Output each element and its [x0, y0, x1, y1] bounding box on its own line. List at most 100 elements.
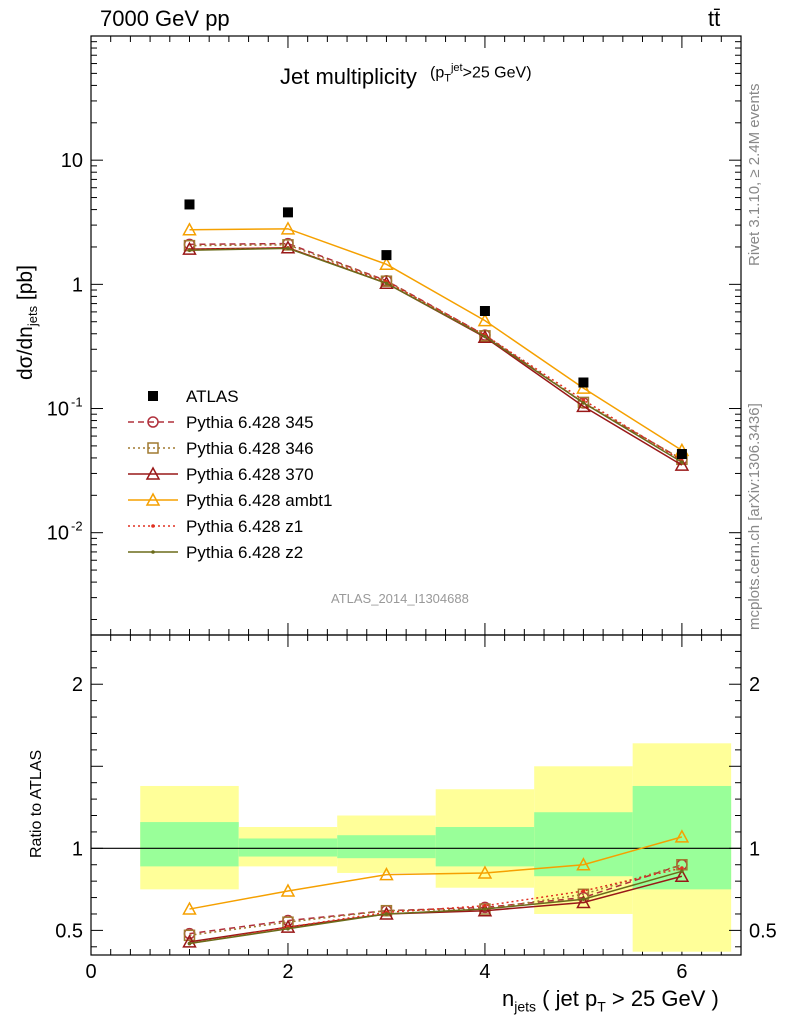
series-line-pythia-6-428-z2 [189, 247, 683, 463]
series-point-pythia-6-428-z2 [384, 281, 389, 286]
rivet-label: Rivet 3.1.10, ≥ 2.4M events [746, 83, 763, 267]
x-axis-label: njets ( jet pT > 25 GeV ) [502, 986, 719, 1015]
ratio-line-pythia-6-428-345 [189, 864, 683, 935]
ratio-point-pythia-6-428-ambt1 [674, 829, 690, 843]
ratio-point-pythia-6-428-z1 [581, 889, 586, 893]
legend-marker-pythia-6-428-346 [147, 442, 159, 454]
legend-marker-pythia-6-428-z2 [151, 550, 155, 554]
ratio-point-pythia-6-428-z2 [483, 907, 487, 911]
y-tick-label: 1 [72, 274, 83, 296]
series-point-pythia-6-428-ambt1 [576, 380, 591, 394]
data-point-atlas [381, 250, 392, 261]
series-line-pythia-6-428-370 [189, 247, 683, 466]
band-inner [337, 835, 436, 859]
ratio-y-tick-label: 1 [72, 838, 83, 860]
ratio-point-pythia-6-428-z2 [384, 912, 389, 916]
band-inner [632, 785, 732, 890]
ratio-frame [90, 634, 742, 956]
series-point-pythia-6-428-ambt1 [182, 222, 197, 236]
series-line-pythia-6-428-ambt1 [189, 228, 683, 452]
data-point-atlas [578, 377, 589, 388]
legend-marker-pythia-6-428-345 [147, 416, 159, 428]
y-tick-label: 10 [47, 523, 69, 545]
series-point-pythia-6-428-ambt1 [379, 256, 394, 271]
ratio-panel: 0 2 4 6 0.5 0.5 1 1 2 2 [55, 634, 777, 983]
ratio-point-pythia-6-428-ambt1 [182, 901, 197, 915]
ratio-point-pythia-6-428-z2 [581, 897, 586, 902]
data-point-atlas [184, 199, 195, 210]
x-tick-label: 0 [85, 961, 96, 983]
y-tick-label: 10 [47, 399, 69, 421]
series-point-pythia-6-428-z2 [187, 248, 192, 253]
legend-marker-atlas [148, 391, 158, 401]
series-point-pythia-6-428-z2 [483, 334, 487, 339]
ratio-y-tick-label-right: 1 [749, 838, 760, 860]
band-inner [435, 827, 535, 867]
band-inner [238, 838, 338, 857]
data-point-atlas [676, 449, 687, 460]
ratio-point-pythia-6-428-z2 [286, 926, 290, 931]
ratio-point-pythia-6-428-z2 [680, 869, 684, 874]
band-inner [140, 822, 239, 867]
ratio-point-pythia-6-428-ambt1 [477, 865, 493, 879]
ratio-point-pythia-6-428-370 [280, 919, 296, 933]
ratio-line-pythia-6-428-370 [189, 875, 683, 943]
y-tick-exponent: -1 [71, 395, 83, 410]
legend-label-pythia-6-428-z2: Pythia 6.428 z2 [186, 543, 303, 562]
series-point-pythia-6-428-370 [477, 329, 493, 343]
ratio-point-pythia-6-428-z1 [680, 866, 684, 870]
series-point-pythia-6-428-ambt1 [280, 221, 296, 235]
legend-label-pythia-6-428-345: Pythia 6.428 345 [186, 413, 314, 432]
data-point-atlas [479, 306, 490, 317]
series-point-pythia-6-428-370 [674, 457, 690, 471]
ratio-y-label: Ratio to ATLAS [28, 749, 45, 858]
series-point-pythia-6-428-370 [182, 241, 197, 255]
legend-label-pythia-6-428-z1: Pythia 6.428 z1 [186, 517, 303, 536]
series-line-pythia-6-428-z1 [189, 247, 683, 462]
chart-title-suffix: (pTjet>25 GeV) [430, 62, 532, 85]
ratio-point-pythia-6-428-370 [182, 934, 197, 948]
ratio-point-pythia-6-428-ambt1 [576, 857, 591, 871]
series-point-pythia-6-428-370 [576, 398, 591, 413]
ratio-point-pythia-6-428-370 [674, 868, 690, 882]
ratio-line-pythia-6-428-z2 [189, 870, 683, 945]
ratio-point-pythia-6-428-ambt1 [379, 867, 394, 881]
x-tick-label: 6 [676, 961, 687, 983]
energy-label: 7000 GeV pp [100, 6, 230, 31]
series-point-pythia-6-428-z2 [680, 460, 684, 464]
ratio-point-pythia-6-428-370 [477, 903, 493, 917]
legend-label-atlas: ATLAS [186, 387, 239, 406]
ratio-y-tick-label: 0.5 [55, 920, 83, 942]
x-tick-label: 2 [282, 961, 293, 983]
y-axis-label: dσ/dnjets [pb] [14, 265, 41, 380]
watermark-label: ATLAS_2014_I1304688 [331, 591, 469, 606]
process-label: tt̄ [708, 6, 721, 31]
series-point-pythia-6-428-ambt1 [477, 313, 493, 327]
ratio-point-pythia-6-428-370 [576, 894, 591, 909]
ratio-y-tick-label-right: 2 [749, 674, 760, 696]
ratio-y-tick-label: 2 [72, 674, 83, 696]
y-tick-label: 10 [61, 150, 83, 172]
data-point-atlas [282, 207, 293, 218]
band-inner [534, 812, 633, 877]
legend-label-pythia-6-428-ambt1: Pythia 6.428 ambt1 [186, 491, 332, 510]
ratio-line-pythia-6-428-ambt1 [189, 836, 683, 910]
ratio-point-pythia-6-428-ambt1 [280, 883, 296, 897]
legend-label-pythia-6-428-370: Pythia 6.428 370 [186, 465, 314, 484]
mcplots-label: mcplots.cern.ch [arXiv:1306.3436] [746, 403, 763, 630]
chart-title: Jet multiplicity [280, 64, 417, 89]
legend-marker-pythia-6-428-370 [145, 466, 161, 480]
x-tick-label: 4 [479, 961, 490, 983]
series-point-pythia-6-428-z2 [581, 401, 586, 405]
legend-marker-pythia-6-428-z1 [151, 524, 155, 528]
series-point-pythia-6-428-z2 [286, 246, 290, 251]
legend-marker-pythia-6-428-ambt1 [145, 492, 161, 506]
series-point-pythia-6-428-z1 [581, 398, 586, 402]
ratio-y-tick-label-right: 0.5 [749, 920, 777, 942]
y-tick-exponent: -2 [71, 519, 83, 534]
ratio-point-pythia-6-428-346 [183, 929, 196, 942]
ratio-point-pythia-6-428-z1 [483, 903, 487, 908]
ratio-point-pythia-6-428-z2 [187, 941, 192, 946]
